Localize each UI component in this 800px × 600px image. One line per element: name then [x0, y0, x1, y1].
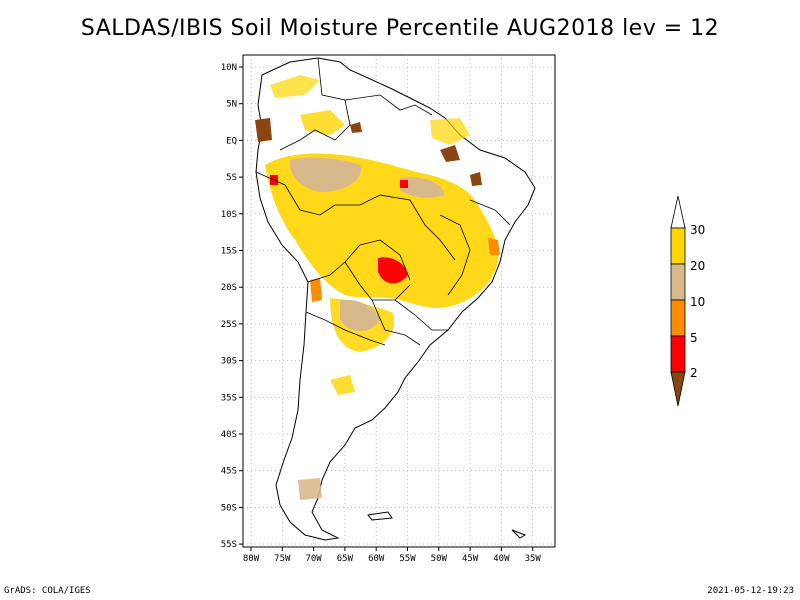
colorbar-bottom-triangle	[670, 371, 686, 407]
lon-tick-label: 45W	[462, 554, 479, 564]
lat-tick-label: 35S	[221, 393, 237, 403]
colorbar-segment-10-20	[670, 263, 686, 301]
lat-tick-label: 10S	[221, 210, 237, 220]
country-borders	[255, 57, 511, 346]
lat-tick-label: 10N	[221, 63, 237, 73]
colorbar: 30 20 10 5 2	[670, 195, 705, 407]
lon-tick-label: 40W	[493, 554, 510, 564]
lat-tick-label: 45S	[221, 467, 237, 477]
lat-tick-label: 20S	[221, 283, 237, 293]
lat-tick-label: 15S	[221, 247, 237, 257]
footer-timestamp: 2021-05-12-19:23	[707, 586, 794, 596]
colorbar-label-20: 20	[690, 259, 705, 273]
plot-frame	[242, 54, 556, 548]
lon-tick-label: 50W	[431, 554, 448, 564]
colorbar-label-30: 30	[690, 223, 705, 237]
colorbar-top-triangle	[670, 195, 686, 229]
lon-tick-label: 55W	[399, 554, 416, 564]
lon-tick-label: 75W	[274, 554, 291, 564]
lat-tick-label: EQ	[226, 136, 237, 146]
lat-tick-label: 5N	[226, 100, 237, 110]
footer-credit: GrADS: COLA/IGES	[4, 586, 91, 596]
colorbar-label-2: 2	[690, 366, 698, 380]
colorbar-segment-2-5	[670, 335, 686, 373]
lat-tick-label: 25S	[221, 320, 237, 330]
longitude-axis: 80W 75W 70W 65W 60W 55W 50W 45W 40W 35W	[243, 547, 542, 564]
map-title: SALDAS/IBIS Soil Moisture Percentile AUG…	[80, 16, 720, 41]
lat-tick-label: 5S	[226, 173, 237, 183]
lat-tick-label: 50S	[221, 503, 237, 513]
lon-tick-label: 65W	[337, 554, 354, 564]
lat-tick-label: 55S	[221, 540, 237, 550]
colorbar-segment-5-10	[670, 299, 686, 337]
lon-tick-label: 35W	[525, 554, 542, 564]
colorbar-segment-20-30	[670, 227, 686, 265]
lon-tick-label: 80W	[243, 554, 260, 564]
lon-tick-label: 60W	[368, 554, 385, 564]
colorbar-label-10: 10	[690, 295, 705, 309]
latitude-axis: 10N 5N EQ 5S 10S 15S 20S 25S 30S 35S 40S 45S 50S 55S	[221, 63, 243, 550]
lat-tick-label: 40S	[221, 430, 237, 440]
soil-moisture-shading	[255, 75, 500, 500]
lon-tick-label: 70W	[305, 554, 322, 564]
lat-tick-label: 30S	[221, 357, 237, 367]
colorbar-label-5: 5	[690, 331, 698, 345]
